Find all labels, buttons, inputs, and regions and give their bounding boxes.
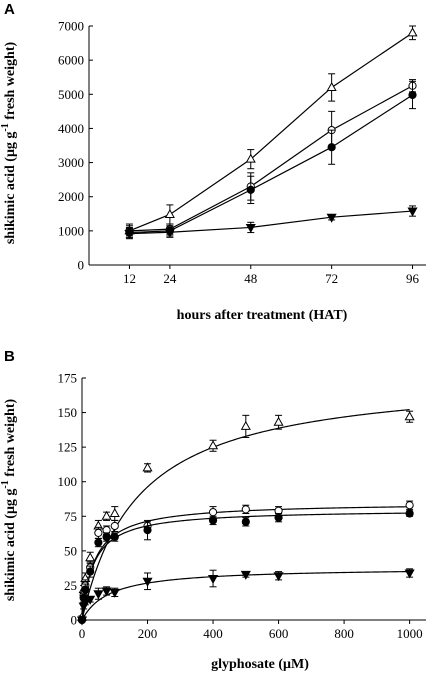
panel-b-data-point	[208, 508, 218, 517]
panel-b-x-axis-title: glyphosate (μM)	[211, 657, 309, 672]
panel-b-data-point	[109, 588, 120, 598]
panel-a-y-tick-label: 7000	[58, 19, 84, 34]
panel-a-x-tick-label: 96	[406, 271, 420, 286]
panel-b-y-tick-label: 100	[58, 474, 78, 489]
panel-b-data-point	[405, 501, 414, 510]
panel-a-data-point	[326, 81, 337, 91]
panel-a-data-point	[408, 90, 417, 100]
panel-a-data-point	[326, 213, 337, 223]
panel-b-data-point	[109, 507, 120, 518]
panel-b: B 0 25 50 75 100 125 150 175 0 200 400 600 800 1000 g…	[0, 348, 426, 672]
panel-b-data-point	[94, 538, 103, 547]
panel-b-data-point	[240, 570, 251, 580]
panel-b-y-tick-label: 25	[64, 578, 77, 593]
panel-b-x-tick-label: 600	[269, 626, 289, 641]
panel-a-y-axis-title-superscript: -1	[0, 123, 11, 131]
panel-b-data-point	[143, 526, 152, 535]
panel-b-data-point	[76, 616, 88, 626]
panel-a-series-line	[129, 85, 413, 232]
panel-b-data-point	[142, 577, 153, 587]
panel-b-data-point	[274, 513, 283, 522]
panel-b-y-tick-label: 125	[58, 440, 78, 455]
panel-a-y-tick-label: 2000	[58, 189, 84, 204]
panel-b-y-axis-title-main: shikimic acid (μg g	[3, 489, 18, 602]
panel-b-data-point	[86, 567, 95, 576]
panel-a-y-tick-label: 1000	[58, 223, 84, 238]
panel-a-series-line	[129, 32, 413, 232]
panel-a-data-point	[245, 223, 256, 233]
panel-b-data-point	[142, 462, 153, 472]
panel-b-data-point	[80, 598, 91, 608]
panel-b-y-axis-title-end: fresh weight)	[3, 399, 18, 481]
panel-b-data-point	[404, 411, 415, 421]
panel-b-letter: B	[4, 348, 15, 365]
panel-a-data-point	[124, 230, 135, 240]
panel-a-data-point	[245, 153, 256, 163]
panel-b-data-point	[241, 505, 250, 514]
panel-a-x-tick-label: 24	[163, 271, 177, 286]
panel-a-y-tick-label: 3000	[58, 155, 84, 170]
panel-b-data-point	[101, 510, 112, 520]
panel-a-x-axis-title: hours after treatment (HAT)	[177, 308, 348, 323]
panel-b-data-point	[207, 575, 219, 585]
panel-a-letter: A	[4, 1, 15, 18]
panel-b-y-axis-title: shikimic acid (μg g-1 fresh weight)	[0, 399, 18, 602]
panel-b-data-point	[207, 440, 219, 450]
panel-a-y-axis-title: shikimic acid (μg g-1 fresh weight)	[0, 42, 18, 245]
panel-b-y-axis-title-superscript: -1	[0, 480, 11, 488]
panel-a-data-point	[246, 185, 255, 194]
panel-b-data-point	[101, 587, 112, 597]
panel-b-data-point	[405, 509, 414, 518]
panel-a-series-line	[129, 94, 413, 234]
panel-a-y-axis-title-main: shikimic acid (μg g	[3, 132, 18, 245]
panel-a-y-tick-label: 4000	[58, 121, 84, 136]
panel-b-y-tick-label: 75	[64, 509, 77, 524]
panel-a-data-point	[327, 143, 336, 152]
panel-a-data-point	[164, 228, 175, 238]
panel-b-data-point	[102, 532, 111, 542]
panel-a-x-tick-label: 72	[325, 271, 338, 286]
panel-b-data-point	[110, 521, 119, 531]
panel-b-fit-curve	[81, 512, 410, 621]
panel-b-data-point	[208, 516, 218, 525]
panel-b-y-tick-label: 150	[58, 405, 78, 420]
panel-b-data-point	[85, 552, 96, 562]
panel-b-data-point	[240, 420, 251, 430]
panel-b-data-point	[404, 569, 415, 579]
panel-a-y-tick-label: 5000	[58, 87, 84, 102]
panel-a-series-triangle-down-filled	[124, 205, 418, 240]
panel-a-data-point	[164, 208, 175, 218]
panel-b-x-tick-label: 1000	[397, 626, 423, 641]
panel-b-plot-area: 0 25 50 75 100 125 150 175 0 200 400 600 800 1000	[58, 371, 426, 641]
panel-b-data-point	[273, 416, 284, 426]
panel-b-data-point	[273, 572, 284, 582]
panel-a-series-triangle-open	[124, 25, 418, 239]
panel-b-y-tick-label: 0	[71, 613, 78, 628]
panel-b-data-point	[81, 585, 90, 594]
panel-b-x-tick-label: 200	[138, 626, 158, 641]
panel-a-x-tick-label: 12	[123, 271, 136, 286]
panel-b-y-tick-label: 50	[64, 543, 77, 558]
panel-b-y-tick-label: 175	[58, 371, 78, 386]
panel-a-x-tick-label: 48	[244, 271, 257, 286]
panel-b-data-point	[85, 595, 96, 605]
panel-a-plot-area: 0 1000 2000 3000 4000 5000 6000 7000 12 24 48 72 96	[58, 19, 426, 286]
panel-b-series-triangle-open	[76, 409, 415, 621]
panel-b-data-point	[93, 590, 104, 600]
panel-b-fit-curve	[81, 409, 410, 621]
panel-a-data-point	[407, 27, 418, 37]
panel-b-series-triangle-down-filled	[76, 568, 415, 626]
panel-b-x-tick-label: 0	[79, 626, 86, 641]
panel-b-data-point	[110, 532, 119, 542]
panel-a-y-axis-title-end: fresh weight)	[3, 42, 18, 124]
panel-a: A 0 1000 2000 3000 4000 5000 6000 7000 12 24 48 72 9…	[0, 1, 426, 323]
panel-a-data-point	[407, 207, 418, 217]
panel-b-data-point	[94, 528, 103, 537]
panel-a-y-tick-label: 6000	[58, 53, 84, 68]
panel-b-x-tick-label: 800	[334, 626, 354, 641]
panel-a-y-tick-label: 0	[78, 258, 85, 273]
panel-b-data-point	[241, 517, 250, 526]
panel-b-x-tick-label: 400	[203, 626, 223, 641]
